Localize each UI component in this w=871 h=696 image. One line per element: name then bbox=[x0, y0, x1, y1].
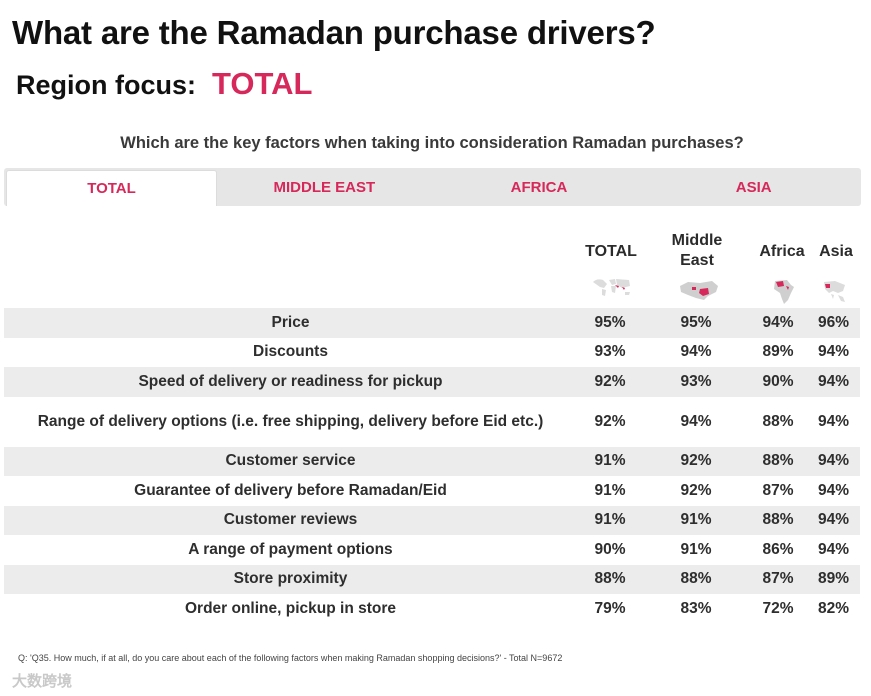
table-row: Speed of delivery or readiness for picku… bbox=[4, 367, 860, 397]
table-row: A range of payment options 90% 91% 86% 9… bbox=[4, 535, 860, 565]
africa-map-icon bbox=[774, 280, 794, 304]
table-row: Guarantee of delivery before Ramadan/Eid… bbox=[4, 476, 860, 506]
cell-asia: 89% bbox=[817, 570, 850, 588]
cell-middle-east: 95% bbox=[680, 313, 712, 331]
cell-total: 95% bbox=[594, 313, 626, 331]
cell-total: 92% bbox=[594, 372, 626, 390]
table-row: Store proximity 88% 88% 87% 89% bbox=[4, 564, 860, 594]
row-label: A range of payment options bbox=[188, 540, 393, 558]
column-header-total: TOTAL bbox=[585, 243, 637, 260]
cell-total: 91% bbox=[594, 511, 626, 529]
row-label: Order online, pickup in store bbox=[184, 599, 396, 617]
cell-middle-east: 91% bbox=[680, 511, 712, 529]
table-row: Price 95% 95% 94% 96% bbox=[4, 308, 860, 338]
column-header-asia: Asia bbox=[819, 243, 853, 260]
row-label: Speed of delivery or readiness for picku… bbox=[138, 372, 443, 390]
cell-africa: 89% bbox=[762, 343, 794, 361]
cell-middle-east: 94% bbox=[680, 412, 712, 430]
cell-asia: 94% bbox=[817, 511, 850, 529]
world-map-icon bbox=[593, 279, 630, 296]
cell-asia: 96% bbox=[817, 313, 850, 331]
cell-asia: 94% bbox=[817, 343, 850, 361]
region-focus-label: Region focus: bbox=[16, 70, 196, 100]
cell-asia: 94% bbox=[817, 412, 850, 430]
cell-middle-east: 94% bbox=[680, 343, 712, 361]
cell-total: 92% bbox=[594, 412, 626, 430]
tab-total[interactable]: TOTAL bbox=[6, 170, 217, 206]
cell-middle-east: 83% bbox=[680, 599, 712, 617]
tab-asia[interactable]: ASIA bbox=[735, 178, 772, 196]
cell-middle-east: 88% bbox=[680, 570, 712, 588]
cell-total: 79% bbox=[594, 599, 626, 617]
region-focus: Region focus: TOTAL bbox=[16, 66, 312, 102]
cell-total: 90% bbox=[594, 540, 626, 558]
tab-africa[interactable]: AFRICA bbox=[510, 178, 568, 196]
cell-asia: 94% bbox=[817, 481, 850, 499]
footnote: Q: 'Q35. How much, if at all, do you car… bbox=[18, 653, 563, 663]
cell-total: 88% bbox=[594, 570, 626, 588]
row-label: Price bbox=[271, 313, 310, 331]
cell-asia: 94% bbox=[817, 372, 850, 390]
table-row: Customer reviews 91% 91% 88% 94% bbox=[4, 505, 860, 535]
cell-middle-east: 92% bbox=[680, 452, 712, 470]
cell-middle-east: 93% bbox=[680, 372, 712, 390]
cell-africa: 88% bbox=[762, 452, 794, 470]
cell-total: 91% bbox=[594, 481, 626, 499]
cell-total: 91% bbox=[594, 452, 626, 470]
table-row: Customer service 91% 92% 88% 94% bbox=[4, 446, 860, 476]
cell-africa: 87% bbox=[762, 570, 794, 588]
cell-africa: 72% bbox=[762, 599, 794, 617]
cell-africa: 86% bbox=[762, 540, 794, 558]
cell-asia: 94% bbox=[817, 540, 850, 558]
cell-africa: 87% bbox=[762, 481, 794, 499]
cell-africa: 88% bbox=[762, 511, 794, 529]
row-label: Customer service bbox=[225, 452, 356, 470]
table-row: Discounts 93% 94% 89% 94% bbox=[4, 338, 860, 368]
cell-africa: 88% bbox=[762, 412, 794, 430]
row-label: Guarantee of delivery before Ramadan/Eid bbox=[134, 481, 447, 499]
column-header-middle-east: Middle East bbox=[671, 232, 723, 269]
page-title: What are the Ramadan purchase drivers? bbox=[12, 14, 656, 51]
table-row: Order online, pickup in store 79% 83% 72… bbox=[4, 594, 860, 624]
survey-question: Which are the key factors when taking in… bbox=[120, 134, 744, 152]
table-row: Range of delivery options (i.e. free shi… bbox=[4, 397, 860, 447]
purchase-drivers-table: Price 95% 95% 94% 96% Discounts 93% 94% … bbox=[4, 308, 860, 624]
row-label: Store proximity bbox=[233, 570, 348, 588]
watermark: 大数跨境 bbox=[12, 673, 73, 690]
middle-east-map-icon bbox=[680, 281, 718, 300]
region-focus-value: TOTAL bbox=[212, 66, 313, 101]
row-label: Discounts bbox=[253, 343, 328, 361]
asia-map-icon bbox=[824, 281, 845, 302]
column-header-africa: Africa bbox=[759, 243, 805, 260]
cell-asia: 82% bbox=[817, 599, 850, 617]
cell-total: 93% bbox=[594, 343, 626, 361]
cell-middle-east: 91% bbox=[680, 540, 712, 558]
cell-middle-east: 92% bbox=[680, 481, 712, 499]
tab-middle-east[interactable]: MIDDLE EAST bbox=[273, 178, 376, 196]
region-tabs: TOTAL MIDDLE EAST AFRICA ASIA bbox=[4, 168, 861, 206]
cell-africa: 90% bbox=[762, 372, 794, 390]
cell-asia: 94% bbox=[817, 452, 850, 470]
cell-africa: 94% bbox=[762, 313, 794, 331]
row-label: Range of delivery options (i.e. free shi… bbox=[37, 412, 544, 430]
row-label: Customer reviews bbox=[223, 511, 358, 529]
